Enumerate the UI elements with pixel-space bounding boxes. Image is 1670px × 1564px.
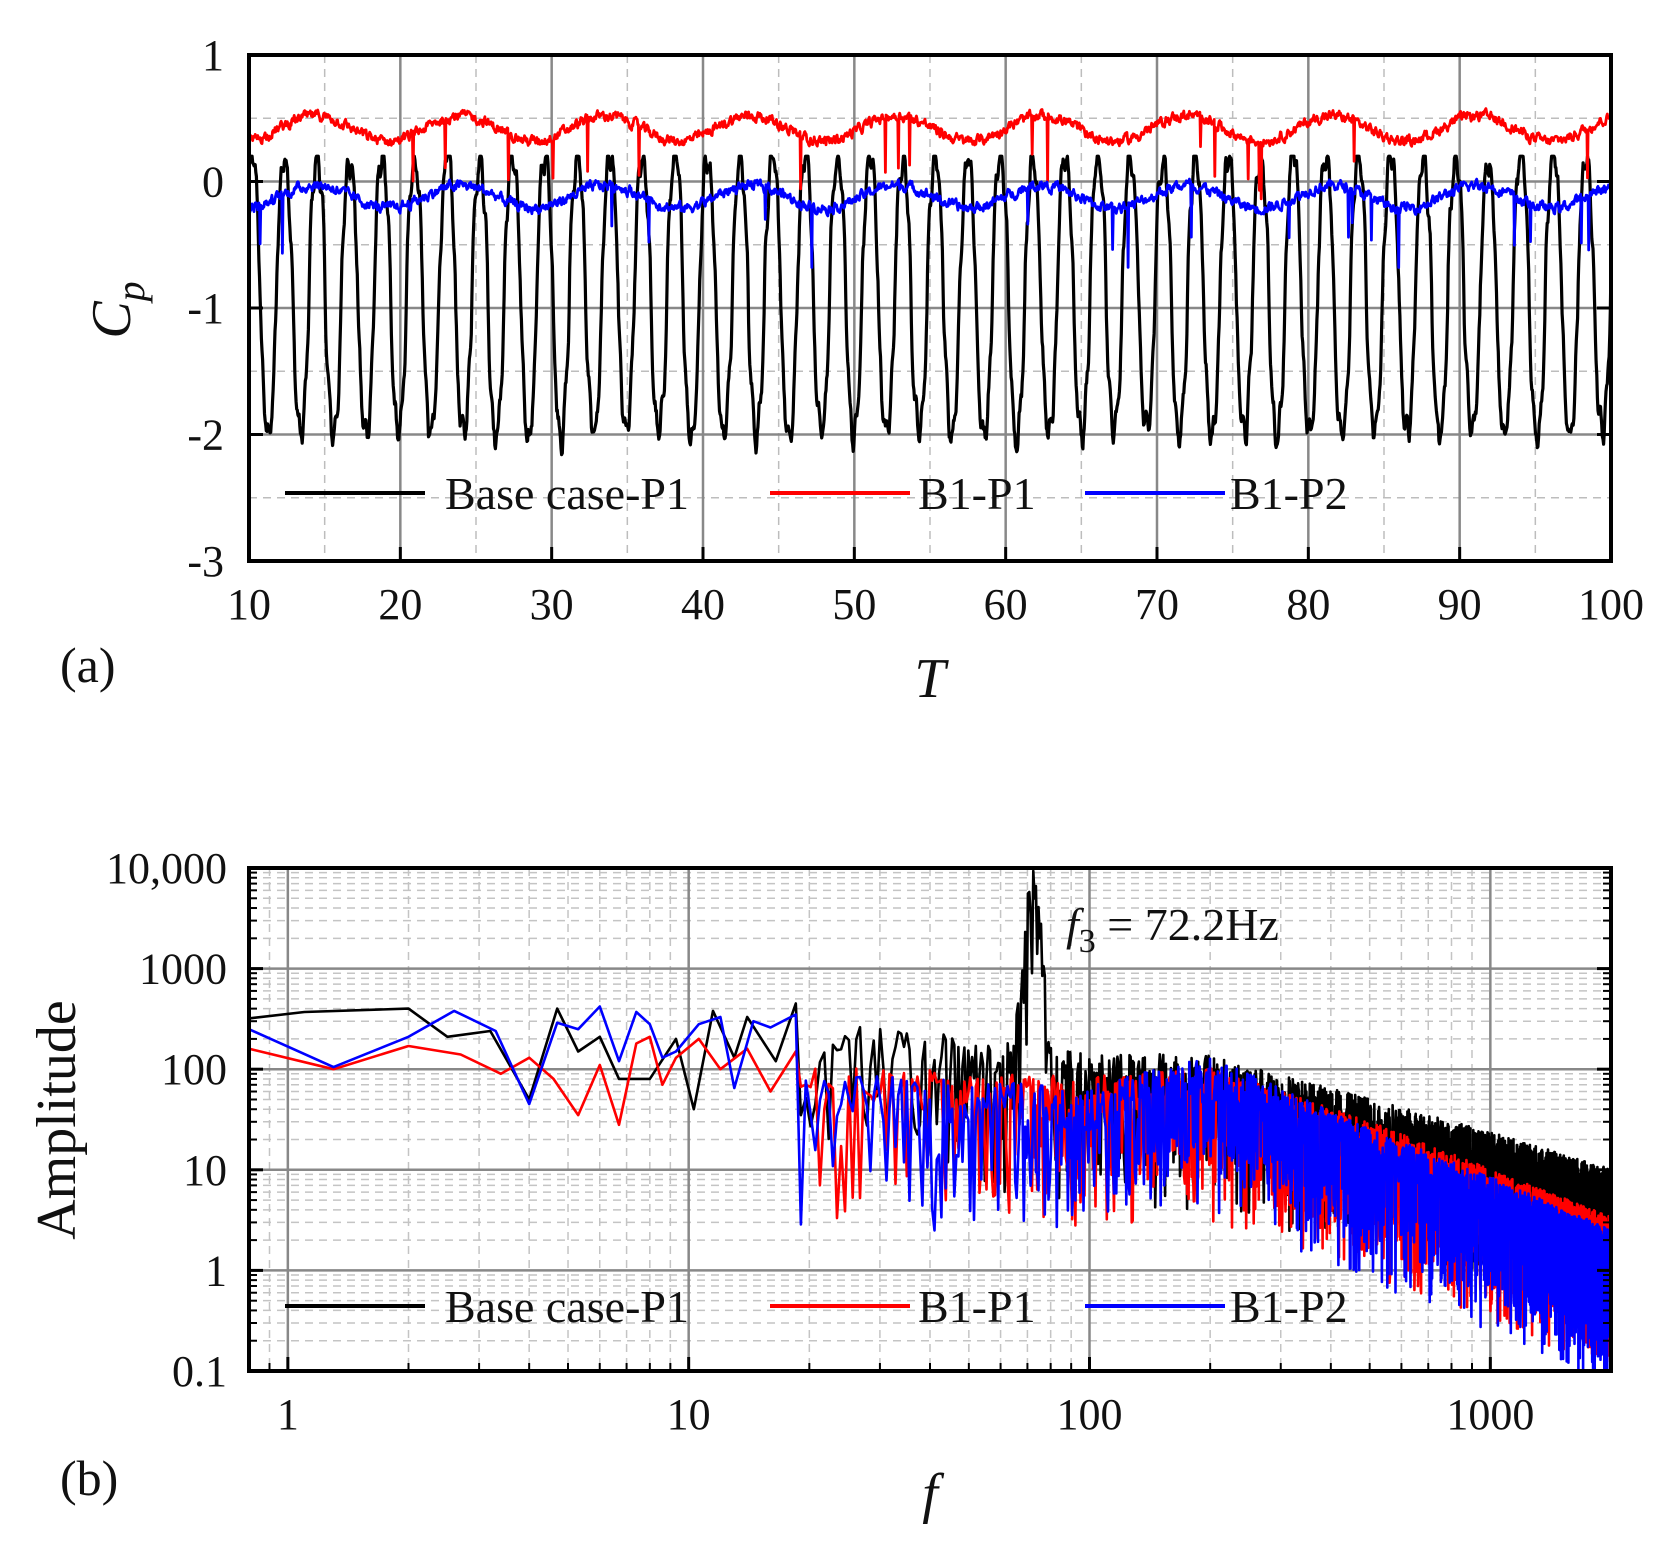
legend-label: B1-P1 <box>918 468 1036 519</box>
panel-a-series <box>247 107 1613 457</box>
legend-label: Base case-P1 <box>445 468 689 519</box>
panel-b-label: (b) <box>60 1450 118 1506</box>
legend-label: B1-P1 <box>918 1281 1036 1332</box>
panel-a-x-tick-label: 90 <box>1438 580 1482 629</box>
panel-a-legend: Base case-P1 B1-P1 B1-P2 <box>285 468 1348 519</box>
panel-b-x-tick-label: 100 <box>1057 1390 1123 1439</box>
panel-b-series-line <box>248 1005 1613 1371</box>
legend-label: B1-P2 <box>1230 1281 1348 1332</box>
panel-a-y-tick-label: 1 <box>202 31 224 80</box>
panel-a-x-tick-label: 70 <box>1135 580 1179 629</box>
panel-a-series-line <box>247 154 1613 457</box>
panel-a-y-axis-title: Cp <box>81 281 153 338</box>
panel-b-annotation-subscript: 3 <box>1079 923 1096 960</box>
panel-a-label: (a) <box>60 637 116 693</box>
panel-a-x-tick-label: 10 <box>227 580 271 629</box>
panel-a-x-tick-label: 100 <box>1578 580 1644 629</box>
panel-a-y-tick-label: -2 <box>187 411 224 460</box>
legend-label: B1-P2 <box>1230 468 1348 519</box>
panel-b-y-axis-title: Amplitude <box>26 1000 88 1240</box>
panel-a-x-tick-label: 60 <box>984 580 1028 629</box>
panel-a-y-tick-label: -3 <box>187 537 224 586</box>
panel-a-series-line <box>247 107 1613 201</box>
panel-a-y-axis-title-main: C <box>81 301 143 339</box>
panel-a-x-tick-label: 20 <box>378 580 422 629</box>
panel-b-y-tick-label: 0.1 <box>172 1347 227 1396</box>
panel-a-y-axis-title-sub: p <box>108 281 153 304</box>
panel-a-x-axis-title: T <box>914 648 949 710</box>
panel-b-y-tick-label: 100 <box>161 1045 227 1094</box>
panel-a-x-tick-label: 30 <box>530 580 574 629</box>
panel-b-legend: Base case-P1 B1-P1 B1-P2 <box>285 1281 1348 1332</box>
panel-b-annotation-suffix: = 72.2Hz <box>1096 899 1279 950</box>
legend-label: Base case-P1 <box>445 1281 689 1332</box>
panel-b-x-tick-label: 10 <box>667 1390 711 1439</box>
panel-a-y-tick-label: 0 <box>202 158 224 207</box>
panel-b-annotation: f3 = 72.2Hz <box>1066 899 1279 960</box>
panel-b-x-tick-label: 1 <box>277 1390 299 1439</box>
panel-b-y-tick-label: 1000 <box>139 945 227 994</box>
panel-a-x-tick-label: 40 <box>681 580 725 629</box>
panel-b-y-tick-label: 10 <box>183 1146 227 1195</box>
panel-b-x-axis-title: f <box>922 1463 945 1525</box>
panel-b: 1 10 100 1000 10,000 1000 100 10 1 0.1 Base case-… <box>26 844 1613 1525</box>
panel-b-series <box>248 869 1613 1371</box>
panel-b-ticks: 1 10 100 1000 10,000 1000 100 10 1 0.1 <box>106 844 1611 1439</box>
panel-a-series-line <box>247 177 1613 269</box>
panel-b-y-tick-label: 1 <box>205 1246 227 1295</box>
panel-b-x-tick-label: 1000 <box>1446 1390 1534 1439</box>
panel-a-y-tick-label: -1 <box>187 284 224 333</box>
panel-a-x-tick-label: 80 <box>1286 580 1330 629</box>
panel-b-y-tick-label: 10,000 <box>106 844 227 893</box>
panel-a-x-tick-label: 50 <box>832 580 876 629</box>
